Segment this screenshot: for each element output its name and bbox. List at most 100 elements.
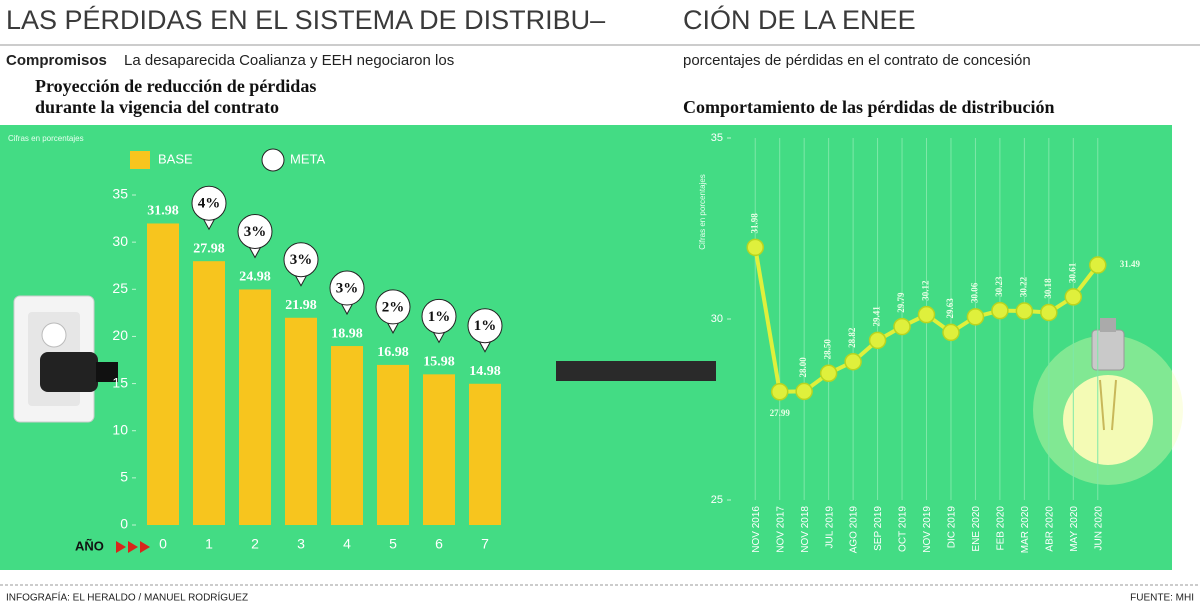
x-tick-label: NOV 2018: [800, 506, 811, 553]
x-tick-label: NOV 2016: [751, 506, 762, 553]
meta-label: 4%: [198, 196, 221, 212]
y-tick-label: 10: [112, 421, 128, 437]
value-label: 29.41: [872, 306, 882, 327]
x-tick-label: ABR 2020: [1044, 506, 1055, 552]
value-label: 28.00: [798, 357, 808, 378]
x-tick-label: 5: [389, 536, 397, 552]
point: [1015, 302, 1034, 320]
meta-bubble: [191, 185, 227, 221]
point: [893, 317, 911, 336]
point: [1040, 303, 1058, 322]
meta-bubble: [467, 308, 503, 344]
lead-label: Compromisos: [6, 52, 107, 69]
value-label: 31.98: [147, 204, 179, 219]
bar: [285, 317, 317, 525]
value-label: 29.79: [896, 292, 906, 313]
x-tick-label: DIC 2019: [947, 506, 958, 549]
headline: CIÓN DE LA ENEE: [683, 4, 916, 35]
value-label: 31.98: [749, 213, 759, 234]
value-label: 27.98: [193, 241, 225, 256]
x-tick-label: 6: [435, 536, 443, 552]
plug: [13, 295, 118, 423]
value-label: 30.12: [921, 280, 931, 301]
value-label: 30.18: [1043, 278, 1053, 299]
x-tick-label: AGO 2019: [849, 506, 860, 554]
x-tick-label: JUN 2020: [1093, 506, 1104, 551]
x-tick-label: 2: [251, 536, 259, 552]
x-tick-label: MAY 2020: [1069, 506, 1080, 552]
meta-label: 1%: [474, 318, 497, 334]
bar: [193, 261, 225, 525]
meta-label: 3%: [290, 252, 313, 268]
credit: INFOGRAFÍA: EL HERALDO / MANUEL RODRÍGUE…: [6, 591, 248, 604]
meta-bubble: [421, 298, 457, 334]
y-tick-label: 30: [711, 313, 723, 325]
value-label: 29.63: [945, 298, 955, 319]
x-tick-label: FEB 2020: [996, 506, 1007, 551]
meta-bubble: [283, 242, 319, 278]
value-label: 30.22: [1018, 276, 1028, 297]
chart-title: durante la vigencia del contrato: [35, 97, 279, 117]
y-tick-label: 25: [711, 494, 723, 506]
meta-label: 1%: [428, 309, 451, 325]
value-label: 28.82: [847, 327, 857, 348]
point: [966, 308, 985, 326]
value-label: 30.06: [969, 282, 979, 303]
cord: [556, 361, 716, 381]
value-label: 27.99: [770, 408, 791, 418]
point: [1089, 256, 1107, 274]
value-label: 24.98: [239, 270, 271, 285]
x-tick-label: 7: [481, 536, 489, 552]
lead: porcentajes de pérdidas en el contrato d…: [683, 52, 1031, 69]
point: [844, 352, 862, 371]
x-tick-label: 0: [159, 536, 167, 552]
legend-label: BASE: [158, 151, 193, 166]
value-label: 31.49: [1120, 259, 1141, 269]
bar: [423, 374, 455, 525]
arrows: [116, 541, 150, 553]
value-label: 15.98: [423, 355, 455, 370]
x-tick-label: SEP 2019: [873, 506, 884, 551]
point: [770, 383, 789, 401]
chart-title: Comportamiento de las pérdidas de distri…: [683, 97, 1055, 117]
bar: [147, 223, 179, 525]
value-label: 18.98: [331, 326, 363, 341]
value-label: 30.61: [1067, 262, 1077, 283]
x-tick-label: ENE 2020: [971, 506, 982, 552]
point: [1064, 288, 1083, 306]
legend-swatch: [261, 148, 285, 172]
y-axis-label: Cifras en porcentajes: [698, 174, 707, 250]
legend-swatch: [130, 151, 150, 169]
value-label: 14.98: [469, 364, 501, 379]
lead: La desaparecida Coalianza y EEH negociar…: [124, 52, 454, 69]
x-tick-label: 1: [205, 536, 213, 552]
x-tick-label: OCT 2019: [898, 506, 909, 552]
y-tick-label: 25: [112, 280, 128, 296]
value-label: 30.23: [994, 276, 1004, 297]
x-tick-label: 3: [297, 536, 305, 552]
bulb: [1033, 318, 1183, 485]
headline: LAS PÉRDIDAS EN EL SISTEMA DE DISTRIBU–: [6, 5, 605, 35]
y-tick-label: 5: [120, 469, 128, 485]
y-tick-label: 0: [120, 516, 128, 532]
bar: [239, 289, 271, 525]
y-axis-label: Cifras en porcentajes: [8, 134, 84, 143]
point: [991, 301, 1009, 320]
point: [917, 305, 936, 324]
value-label: 16.98: [377, 345, 409, 360]
point: [795, 382, 813, 401]
bar: [377, 364, 409, 525]
y-tick-label: 35: [711, 132, 723, 144]
source: FUENTE: MHI: [1130, 593, 1194, 604]
y-tick-label: 30: [112, 233, 128, 249]
value-label: 21.98: [285, 298, 317, 313]
y-tick-label: 35: [112, 186, 128, 202]
y-tick-label: 15: [112, 374, 128, 390]
point: [868, 331, 887, 350]
meta-label: 2%: [382, 299, 405, 315]
x-axis-label: AÑO: [75, 538, 104, 553]
x-tick-label: MAR 2020: [1020, 506, 1031, 554]
meta-bubble: [237, 213, 273, 249]
